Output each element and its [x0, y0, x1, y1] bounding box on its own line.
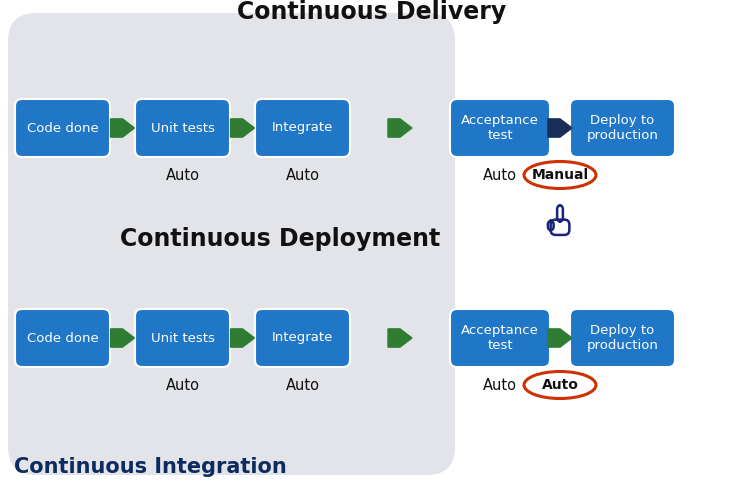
- Text: Deploy to
production: Deploy to production: [586, 114, 658, 142]
- Text: Auto: Auto: [286, 377, 319, 393]
- FancyBboxPatch shape: [570, 99, 675, 157]
- Text: Continuous Delivery: Continuous Delivery: [237, 0, 507, 24]
- FancyBboxPatch shape: [255, 99, 350, 157]
- Polygon shape: [548, 119, 572, 137]
- FancyBboxPatch shape: [450, 309, 550, 367]
- FancyBboxPatch shape: [15, 99, 110, 157]
- Text: Continuous Deployment: Continuous Deployment: [120, 227, 440, 251]
- Text: Auto: Auto: [542, 378, 578, 392]
- Polygon shape: [388, 119, 412, 137]
- FancyBboxPatch shape: [8, 13, 455, 475]
- Text: Auto: Auto: [483, 168, 517, 183]
- Text: Auto: Auto: [165, 377, 199, 393]
- Polygon shape: [111, 329, 135, 347]
- Text: Unit tests: Unit tests: [150, 332, 214, 344]
- Ellipse shape: [524, 372, 596, 398]
- Ellipse shape: [524, 162, 596, 188]
- Polygon shape: [231, 119, 254, 137]
- Text: Unit tests: Unit tests: [150, 121, 214, 134]
- Text: Auto: Auto: [286, 168, 319, 183]
- Text: Manual: Manual: [531, 168, 589, 182]
- Text: Continuous Integration: Continuous Integration: [13, 457, 286, 477]
- FancyBboxPatch shape: [15, 309, 110, 367]
- Text: Auto: Auto: [483, 377, 517, 393]
- Text: Auto: Auto: [165, 168, 199, 183]
- FancyBboxPatch shape: [135, 99, 230, 157]
- FancyBboxPatch shape: [570, 309, 675, 367]
- Text: Code done: Code done: [27, 332, 98, 344]
- FancyBboxPatch shape: [255, 309, 350, 367]
- Text: Code done: Code done: [27, 121, 98, 134]
- Text: Deploy to
production: Deploy to production: [586, 324, 658, 352]
- Polygon shape: [388, 329, 412, 347]
- FancyBboxPatch shape: [450, 99, 550, 157]
- Polygon shape: [231, 329, 254, 347]
- Text: Acceptance
test: Acceptance test: [461, 324, 539, 352]
- Text: Acceptance
test: Acceptance test: [461, 114, 539, 142]
- Text: Integrate: Integrate: [272, 332, 333, 344]
- Text: Integrate: Integrate: [272, 121, 333, 134]
- FancyBboxPatch shape: [135, 309, 230, 367]
- Polygon shape: [111, 119, 135, 137]
- Polygon shape: [548, 329, 572, 347]
